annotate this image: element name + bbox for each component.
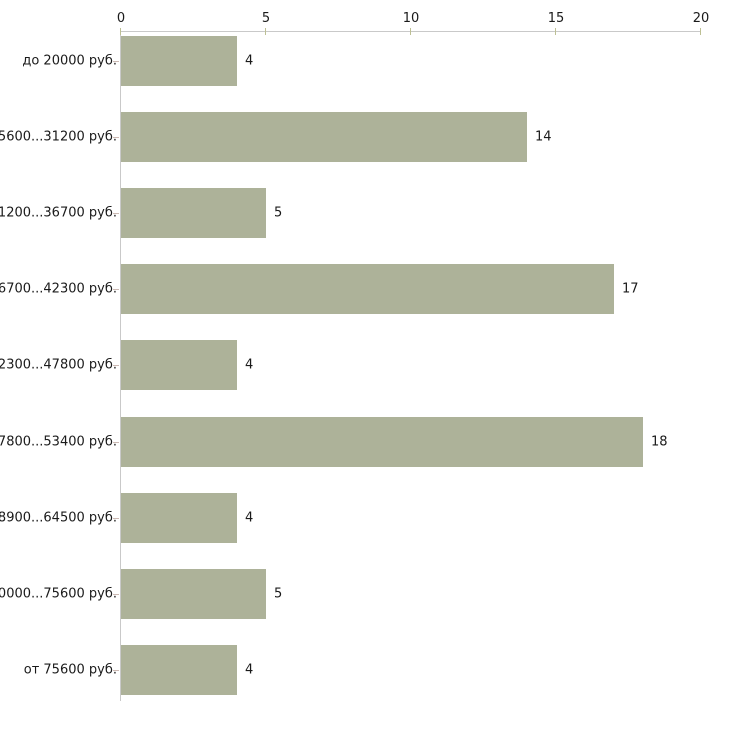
x-tick-mark: [410, 28, 411, 35]
value-label: 4: [245, 357, 254, 373]
y-axis-line: [120, 31, 121, 701]
x-tick-mark: [120, 28, 121, 35]
y-tick-mark: [113, 365, 119, 366]
y-tick-mark: [113, 442, 119, 443]
y-tick-mark: [113, 594, 119, 595]
value-label: 5: [274, 586, 283, 602]
value-label: 5: [274, 205, 283, 221]
category-label: 36700...42300 руб.: [0, 281, 117, 297]
y-tick-mark: [113, 289, 119, 290]
y-tick-mark: [113, 670, 119, 671]
bar: [121, 112, 527, 162]
category-label: 70000...75600 руб.: [0, 586, 117, 602]
value-label: 14: [535, 129, 552, 145]
value-label: 4: [245, 53, 254, 69]
bar: [121, 493, 237, 543]
category-label: 47800...53400 руб.: [0, 434, 117, 450]
category-label: 31200...36700 руб.: [0, 205, 117, 221]
category-label: до 20000 руб.: [22, 53, 117, 69]
y-tick-mark: [113, 61, 119, 62]
bar: [121, 569, 266, 619]
bar: [121, 645, 237, 695]
y-tick-mark: [113, 518, 119, 519]
x-tick-mark: [700, 28, 701, 35]
x-tick-label: 15: [547, 11, 565, 26]
x-tick-label: 5: [261, 11, 271, 26]
x-tick-mark: [265, 28, 266, 35]
value-label: 18: [651, 434, 668, 450]
x-tick-label: 0: [116, 11, 126, 26]
x-tick-label: 10: [402, 11, 420, 26]
bar: [121, 340, 237, 390]
value-label: 4: [245, 662, 254, 678]
category-label: 25600...31200 руб.: [0, 129, 117, 145]
value-label: 17: [622, 281, 639, 297]
value-label: 4: [245, 510, 254, 526]
x-tick-label: 20: [692, 11, 710, 26]
category-label: 58900...64500 руб.: [0, 510, 117, 526]
category-label: от 75600 руб.: [23, 662, 117, 678]
y-tick-mark: [113, 137, 119, 138]
bar: [121, 188, 266, 238]
y-tick-mark: [113, 213, 119, 214]
bar: [121, 417, 643, 467]
bar: [121, 36, 237, 86]
x-tick-mark: [555, 28, 556, 35]
category-label: 42300...47800 руб.: [0, 357, 117, 373]
bar: [121, 264, 614, 314]
